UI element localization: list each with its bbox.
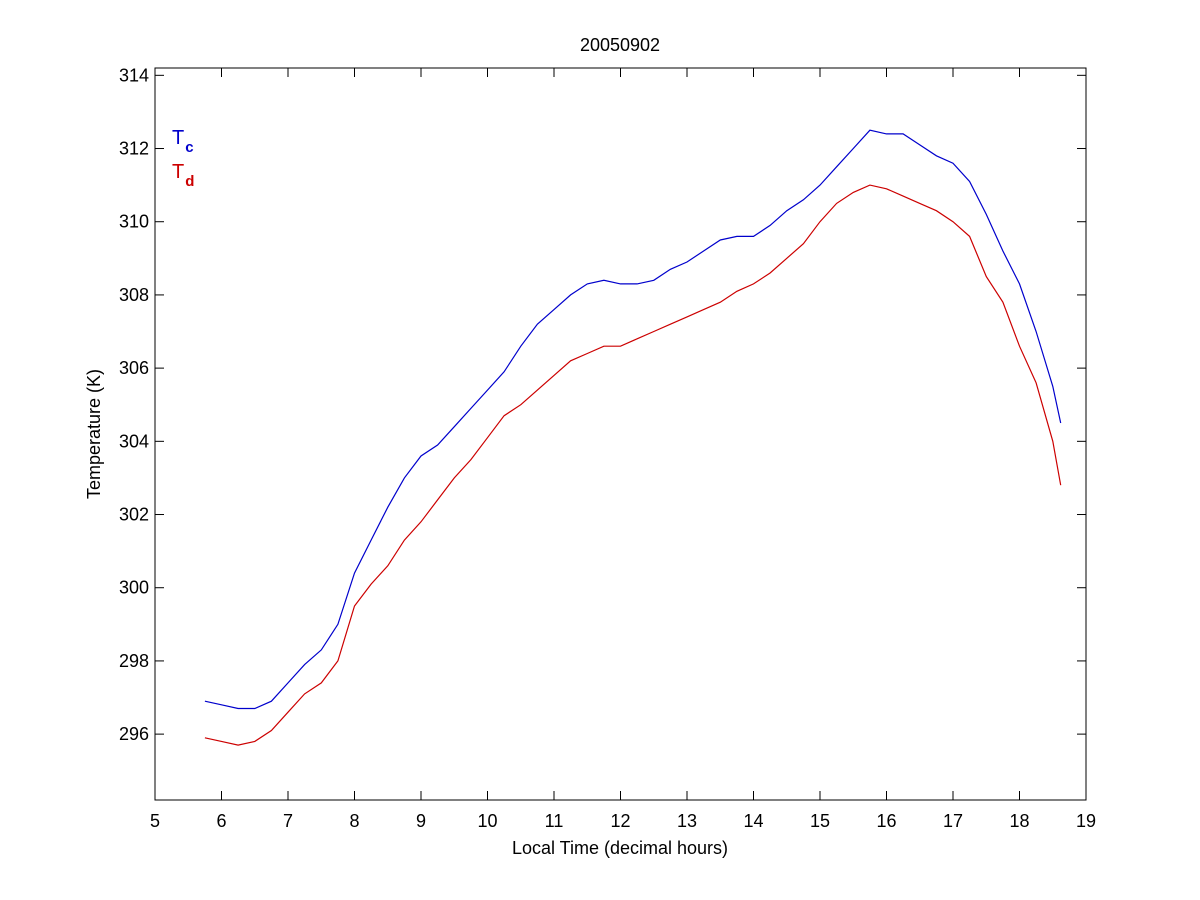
y-tick-label: 312 — [119, 139, 149, 159]
y-tick-label: 314 — [119, 65, 149, 85]
y-tick-label: 302 — [119, 505, 149, 525]
x-tick-label: 13 — [677, 811, 697, 831]
y-tick-label: 310 — [119, 212, 149, 232]
x-tick-label: 5 — [150, 811, 160, 831]
x-tick-label: 15 — [810, 811, 830, 831]
x-tick-label: 17 — [943, 811, 963, 831]
y-tick-label: 306 — [119, 358, 149, 378]
chart-title: 20050902 — [580, 35, 660, 55]
x-tick-label: 16 — [876, 811, 896, 831]
y-axis-label: Temperature (K) — [84, 369, 104, 499]
series-line-t-c — [204, 129, 1062, 710]
y-tick-label: 308 — [119, 285, 149, 305]
y-tick-label: 300 — [119, 578, 149, 598]
y-tick-label: 296 — [119, 724, 149, 744]
x-tick-label: 11 — [545, 811, 564, 831]
x-tick-label: 8 — [349, 811, 359, 831]
series-line-t-d — [204, 184, 1062, 746]
x-axis-label: Local Time (decimal hours) — [512, 838, 728, 858]
y-tick-label: 304 — [119, 431, 149, 451]
x-tick-label: 12 — [610, 811, 630, 831]
x-tick-label: 18 — [1009, 811, 1029, 831]
x-tick-label: 14 — [743, 811, 763, 831]
x-tick-label: 10 — [477, 811, 497, 831]
x-tick-label: 9 — [416, 811, 426, 831]
x-tick-label: 19 — [1076, 811, 1096, 831]
x-tick-label: 6 — [216, 811, 226, 831]
y-tick-label: 298 — [119, 651, 149, 671]
x-tick-label: 7 — [283, 811, 293, 831]
